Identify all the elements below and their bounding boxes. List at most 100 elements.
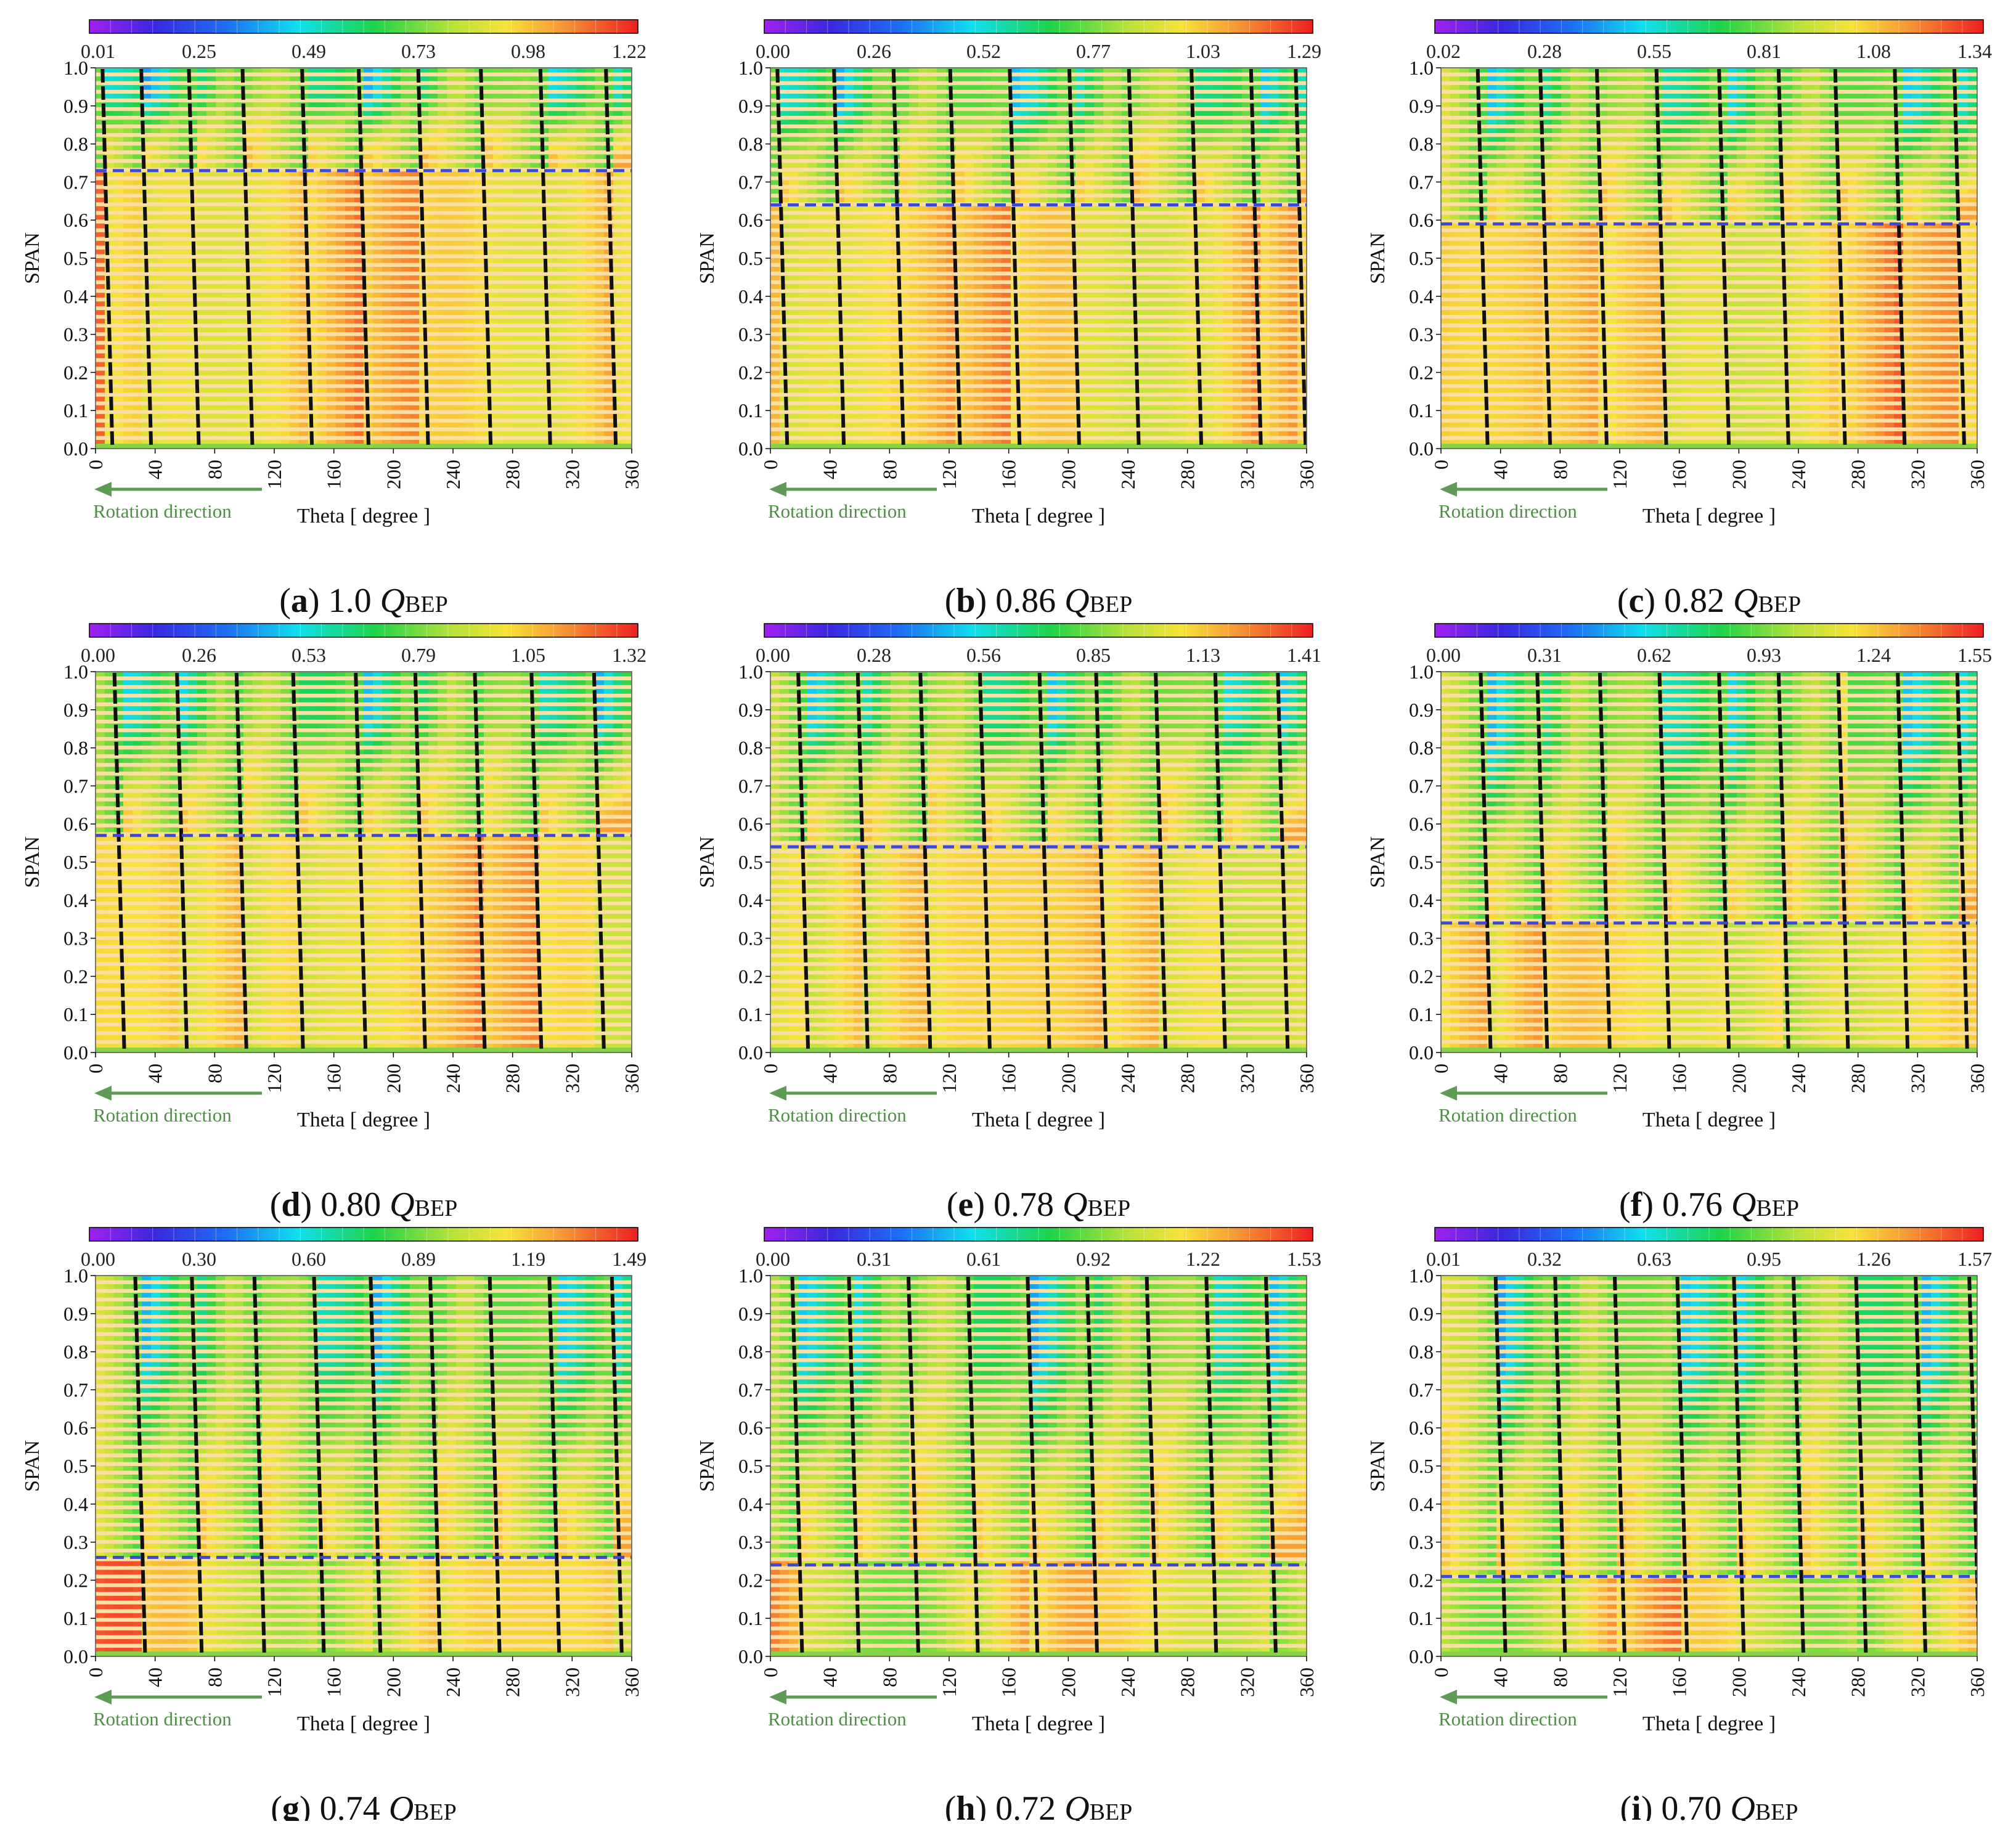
heatmap-cell bbox=[974, 319, 984, 324]
heatmap-cell bbox=[1223, 120, 1233, 124]
heatmap-cell bbox=[410, 267, 420, 272]
heatmap-cell bbox=[576, 414, 586, 419]
heatmap-cell bbox=[317, 189, 327, 194]
heatmap-cell bbox=[937, 137, 947, 142]
heatmap-cell bbox=[622, 76, 632, 81]
heatmap-cell bbox=[909, 154, 919, 159]
stripe-gap bbox=[770, 254, 1307, 258]
heatmap-cell bbox=[428, 145, 438, 150]
heatmap-cell bbox=[197, 172, 207, 177]
heatmap-cell bbox=[965, 275, 974, 280]
heatmap-cell bbox=[844, 128, 854, 133]
heatmap-cell bbox=[1270, 319, 1279, 324]
heatmap-cell bbox=[410, 215, 420, 220]
heatmap-cell bbox=[401, 189, 410, 194]
heatmap-cell bbox=[863, 380, 873, 385]
heatmap-cell bbox=[817, 198, 826, 203]
heatmap-cell bbox=[160, 414, 170, 419]
heatmap-cell bbox=[1168, 250, 1178, 254]
heatmap-cell bbox=[928, 76, 937, 81]
heatmap-cell bbox=[844, 94, 854, 99]
heatmap-cell bbox=[475, 224, 484, 229]
heatmap-cell bbox=[373, 250, 383, 254]
heatmap-cell bbox=[280, 189, 290, 194]
heatmap-cell bbox=[410, 275, 420, 280]
heatmap-cell bbox=[1159, 206, 1169, 211]
heatmap-cell bbox=[1057, 172, 1067, 177]
heatmap-cell bbox=[1075, 189, 1085, 194]
heatmap-cell bbox=[1233, 198, 1243, 203]
heatmap-cell bbox=[1057, 102, 1067, 107]
heatmap-cell bbox=[881, 284, 891, 289]
heatmap-cell bbox=[1186, 293, 1196, 298]
heatmap-cell bbox=[1149, 128, 1159, 133]
heatmap-cell bbox=[290, 250, 300, 254]
heatmap-cell bbox=[345, 388, 355, 393]
heatmap-cell bbox=[1159, 145, 1169, 150]
heatmap-cell bbox=[1140, 94, 1150, 99]
heatmap-cell bbox=[428, 120, 438, 124]
heatmap-cell bbox=[854, 327, 863, 332]
heatmap-cell bbox=[918, 68, 928, 73]
heatmap-cell bbox=[280, 215, 290, 220]
heatmap-cell bbox=[336, 189, 346, 194]
heatmap-cell bbox=[817, 371, 826, 376]
heatmap-cell bbox=[965, 362, 974, 367]
heatmap-cell bbox=[1168, 128, 1178, 133]
heatmap-cell bbox=[206, 354, 216, 359]
heatmap-cell bbox=[105, 111, 115, 116]
heatmap-cell bbox=[151, 215, 161, 220]
heatmap-cell bbox=[1279, 181, 1289, 185]
heatmap-cell bbox=[401, 405, 410, 410]
heatmap-cell bbox=[549, 267, 558, 272]
heatmap-cell bbox=[1048, 68, 1058, 73]
heatmap-cell bbox=[456, 232, 466, 237]
heatmap-cell bbox=[1048, 181, 1058, 185]
heatmap-cell bbox=[512, 258, 521, 263]
heatmap-cell bbox=[965, 319, 974, 324]
heatmap-cell bbox=[502, 85, 512, 90]
heatmap-cell bbox=[955, 181, 965, 185]
heatmap-cell bbox=[770, 344, 780, 349]
heatmap-cell bbox=[1011, 76, 1021, 81]
heatmap-cell bbox=[881, 397, 891, 402]
heatmap-cell bbox=[484, 120, 494, 124]
heatmap-cell bbox=[151, 327, 161, 332]
heatmap-cell bbox=[1075, 76, 1085, 81]
heatmap-cell bbox=[1214, 301, 1224, 306]
heatmap-cell bbox=[169, 388, 179, 393]
heatmap-cell bbox=[576, 232, 586, 237]
heatmap-cell bbox=[373, 258, 383, 263]
heatmap-cell bbox=[1149, 145, 1159, 150]
heatmap-cell bbox=[789, 232, 799, 237]
heatmap-cell bbox=[465, 76, 475, 81]
heatmap-cell bbox=[1233, 224, 1243, 229]
heatmap-cell bbox=[502, 293, 512, 298]
heatmap-cell bbox=[1223, 198, 1233, 203]
heatmap-cell bbox=[854, 111, 863, 116]
heatmap-cell bbox=[456, 405, 466, 410]
heatmap-cell bbox=[1112, 224, 1122, 229]
heatmap-cell bbox=[206, 241, 216, 246]
heatmap-cell bbox=[558, 258, 568, 263]
heatmap-cell bbox=[428, 336, 438, 341]
heatmap-cell bbox=[391, 284, 401, 289]
heatmap-cell bbox=[206, 215, 216, 220]
heatmap-cell bbox=[1149, 275, 1159, 280]
heatmap-cell bbox=[863, 344, 873, 349]
heatmap-cell bbox=[530, 241, 540, 246]
heatmap-cell bbox=[410, 336, 420, 341]
heatmap-cell bbox=[234, 189, 244, 194]
heatmap-cell bbox=[872, 310, 882, 315]
x-tick-label: 360 bbox=[621, 460, 643, 489]
heatmap-cell bbox=[428, 327, 438, 332]
heatmap-cell bbox=[317, 215, 327, 220]
heatmap-cell bbox=[465, 336, 475, 341]
heatmap-cell bbox=[1214, 94, 1224, 99]
heatmap-cell bbox=[271, 388, 281, 393]
heatmap-cell bbox=[1029, 102, 1039, 107]
heatmap-cell bbox=[826, 327, 836, 332]
heatmap-cell bbox=[983, 111, 993, 116]
heatmap-cell bbox=[817, 344, 826, 349]
heatmap-cell bbox=[234, 423, 244, 428]
